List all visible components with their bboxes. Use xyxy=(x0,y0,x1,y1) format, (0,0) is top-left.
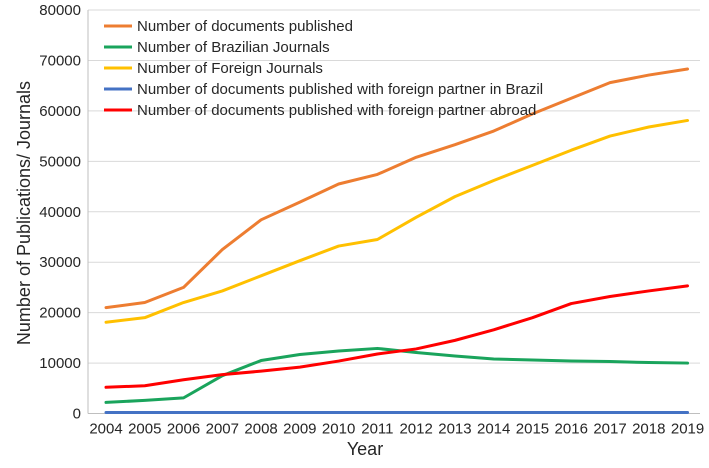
series-line-2 xyxy=(104,118,690,324)
y-tick-label: 60000 xyxy=(39,103,81,120)
y-tick-label: 70000 xyxy=(39,52,81,69)
series-line-4 xyxy=(104,284,690,389)
legend-label: Number of documents published with forei… xyxy=(137,81,543,98)
legend-label: Number of Foreign Journals xyxy=(137,60,323,77)
x-tick-label: 2014 xyxy=(477,421,510,438)
legend-label: Number of documents published with forei… xyxy=(137,102,536,119)
x-tick-label: 2019 xyxy=(671,421,704,438)
x-tick-label: 2004 xyxy=(89,421,122,438)
x-tick-label: 2015 xyxy=(516,421,549,438)
legend-label: Number of documents published xyxy=(137,18,353,35)
series-line-1 xyxy=(104,346,690,404)
x-tick-label: 2005 xyxy=(128,421,161,438)
y-axis-title: Number of Publications/ Journals xyxy=(14,80,34,346)
y-tick-label: 10000 xyxy=(39,355,81,372)
y-tick-label: 0 xyxy=(73,406,81,423)
x-tick-label: 2018 xyxy=(632,421,665,438)
y-tick-label: 30000 xyxy=(39,254,81,271)
x-tick-label: 2009 xyxy=(283,421,316,438)
x-tick-label: 2011 xyxy=(361,421,393,438)
x-tick-label: 2010 xyxy=(322,421,355,438)
x-axis-title: Year xyxy=(346,439,384,459)
y-tick-label: 50000 xyxy=(39,153,81,170)
x-tick-label: 2006 xyxy=(167,421,200,438)
y-tick-label: 40000 xyxy=(39,204,81,221)
x-tick-label: 2017 xyxy=(593,421,626,438)
legend-label: Number of Brazilian Journals xyxy=(137,39,330,56)
y-tick-label: 80000 xyxy=(39,2,81,19)
x-tick-label: 2013 xyxy=(438,421,471,438)
x-tick-label: 2007 xyxy=(206,421,239,438)
x-tick-label: 2012 xyxy=(399,421,432,438)
series-line-0 xyxy=(104,67,690,310)
y-tick-label: 20000 xyxy=(39,305,81,322)
x-tick-label: 2008 xyxy=(244,421,277,438)
x-tick-label: 2016 xyxy=(555,421,588,438)
